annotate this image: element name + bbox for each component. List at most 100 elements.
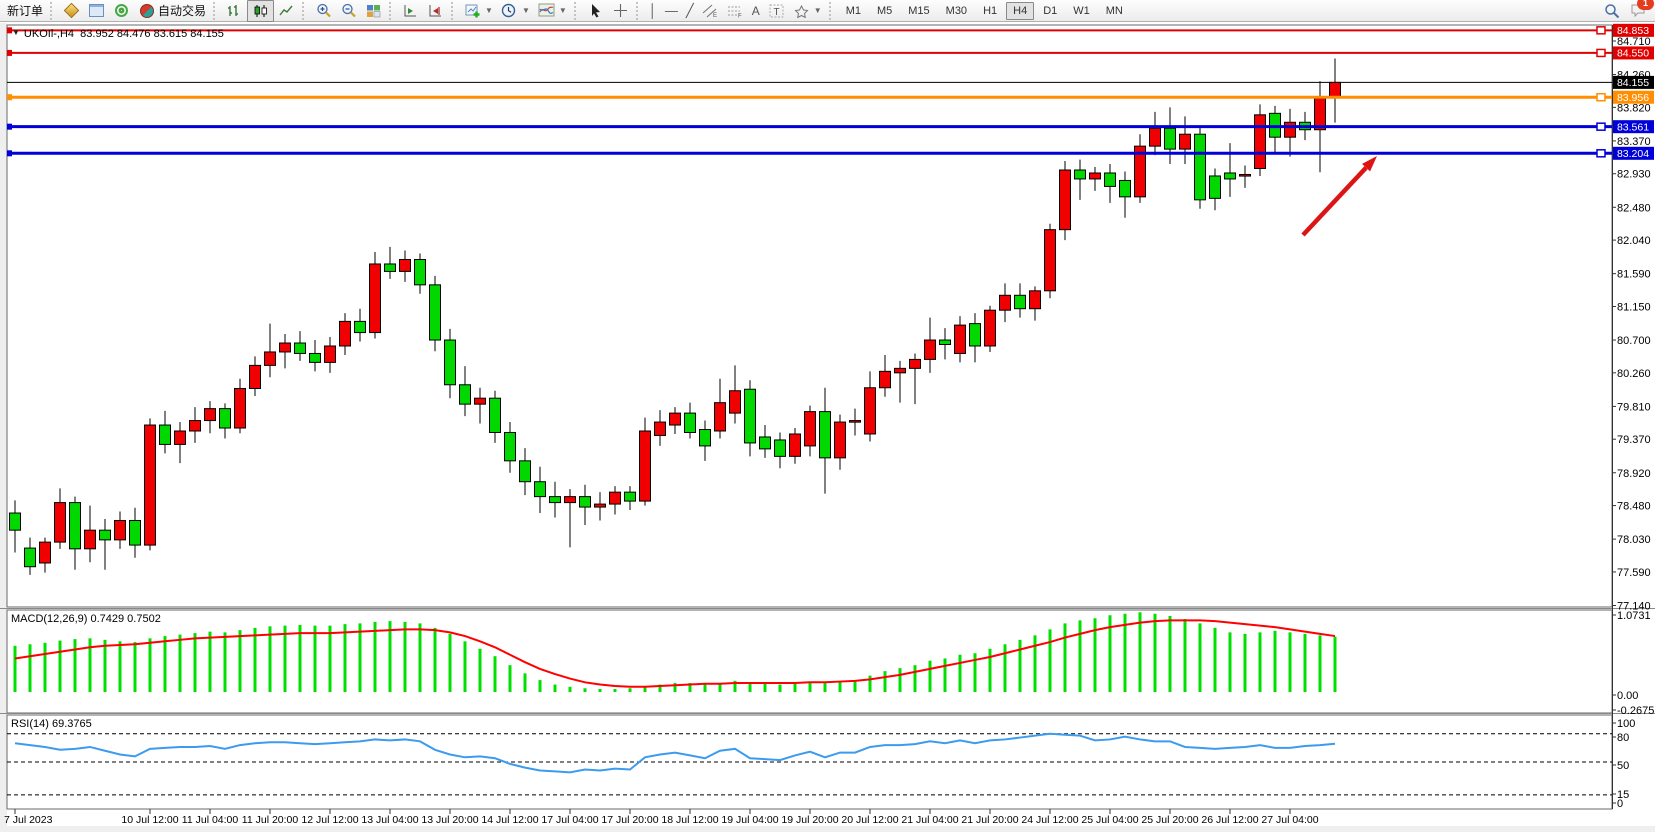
candle-up (594, 503, 606, 508)
time-axis-label: 21 Jul 04:00 (901, 814, 958, 826)
timeframe-mn[interactable]: MN (1105, 4, 1123, 17)
zoom-out-button[interactable] (336, 1, 361, 21)
new-chart-button[interactable]: ▼ (460, 1, 497, 21)
candle-down (519, 460, 531, 483)
timeframe-m15[interactable]: M15 (908, 4, 930, 17)
time-axis-label: 10 Jul 12:00 (121, 814, 178, 826)
timeframe-h1[interactable]: H1 (983, 4, 998, 17)
chart-shift-button[interactable] (423, 1, 448, 21)
candle-down (774, 439, 786, 457)
shapes-tool[interactable]: ▼ (789, 1, 826, 21)
text-tool[interactable]: A (748, 1, 764, 21)
time-axis-label: 7 Jul 2023 (4, 814, 53, 826)
line-handle[interactable] (7, 123, 12, 130)
candle-down (1194, 133, 1206, 201)
autotrading-button[interactable]: 自动交易 (134, 1, 210, 21)
candle-up (399, 258, 411, 272)
timeframe-m30[interactable]: M30 (945, 4, 968, 17)
macd-panel[interactable] (6, 609, 1613, 714)
candle-down (354, 320, 366, 334)
candle-up (1059, 169, 1071, 231)
candle-down (1104, 172, 1116, 187)
candle-down (129, 519, 141, 546)
timeframe-m1[interactable]: M1 (845, 4, 861, 17)
trend-arrow-head[interactable] (1362, 156, 1377, 172)
candle-up (669, 412, 681, 426)
price-tick-label: 79.810 (1617, 401, 1651, 413)
shapes-icon (793, 2, 810, 19)
price-tick-label: 79.370 (1617, 434, 1651, 446)
new-order-button[interactable]: 新订单 (3, 1, 47, 21)
candlestick-chart-button[interactable] (247, 0, 275, 22)
candle-up (54, 502, 66, 543)
chart-canvas[interactable]: 84.71084.26083.82083.37082.93082.48082.0… (0, 23, 1655, 832)
candle-up (1134, 145, 1146, 198)
time-axis-label: 17 Jul 04:00 (541, 814, 598, 826)
price-tick-label: 81.590 (1617, 269, 1651, 281)
tile-windows-button[interactable] (361, 1, 386, 21)
channel-tool[interactable]: E (698, 1, 723, 21)
indicators-icon (538, 2, 555, 19)
candle-up (894, 367, 906, 374)
candle-up (789, 433, 801, 457)
rsi-scale-label: 15 (1617, 789, 1629, 801)
data-window-button[interactable] (84, 1, 109, 21)
chevron-down-icon: ▼ (521, 6, 530, 15)
search-icon[interactable] (1603, 2, 1620, 19)
price-tag (1613, 90, 1654, 104)
candle-up (1314, 97, 1326, 131)
auto-scroll-button[interactable] (398, 1, 423, 21)
main-chart-panel[interactable] (6, 24, 1613, 608)
vertical-line-tool[interactable]: │ (645, 1, 661, 21)
cursor-button[interactable] (583, 1, 608, 21)
market-watch-button[interactable] (59, 1, 84, 21)
line-handle[interactable] (1596, 48, 1606, 58)
price-tick-label: 82.480 (1617, 202, 1651, 214)
crosshair-button[interactable] (608, 1, 633, 21)
price-tick-label: 82.930 (1617, 169, 1651, 181)
line-handle[interactable] (7, 94, 12, 101)
notifications-button[interactable]: 1 (1630, 0, 1654, 19)
line-chart-button[interactable] (274, 1, 299, 21)
trend-arrow[interactable] (1301, 166, 1368, 237)
line-handle[interactable] (1596, 149, 1606, 158)
candle-down (1014, 294, 1026, 310)
toolbar-separator (302, 1, 308, 20)
indicators-button[interactable]: ▼ (534, 1, 571, 21)
price-tick-label: 78.480 (1617, 501, 1651, 513)
line-handle[interactable] (1596, 26, 1606, 35)
zoom-in-button[interactable] (311, 1, 336, 21)
candle-up (1284, 121, 1296, 138)
price-tag-label: 83.561 (1617, 121, 1649, 133)
trendline-tool[interactable]: ╱ (682, 1, 698, 21)
chart-window[interactable]: 84.710 84.260 83.820 83.370 82.930 82.480 82.0… (0, 23, 1655, 832)
timeframe-d1[interactable]: D1 (1043, 4, 1058, 17)
line-handle[interactable] (7, 150, 12, 157)
candle-up (1254, 114, 1266, 170)
line-handle[interactable] (1596, 122, 1606, 131)
timeframe-h4[interactable]: H4 (1006, 1, 1035, 20)
line-handle[interactable] (7, 49, 12, 56)
crosshair-icon (612, 2, 629, 19)
price-tag-label: 83.956 (1617, 92, 1649, 104)
candle-up (714, 402, 726, 432)
line-handle[interactable] (1596, 92, 1606, 102)
tile-windows-icon (365, 2, 382, 19)
navigator-button[interactable] (109, 1, 134, 21)
candle-up (909, 358, 921, 369)
text-label-tool[interactable]: T (764, 1, 789, 21)
candle-up (639, 430, 651, 502)
timeframe-m5[interactable]: M5 (876, 4, 893, 17)
candle-down (69, 502, 81, 550)
market-watch-icon (63, 2, 80, 19)
candle-up (474, 397, 486, 405)
fibonacci-tool[interactable]: F (723, 1, 748, 21)
candle-down (699, 429, 711, 447)
periods-button[interactable]: ▼ (497, 1, 534, 21)
horizontal-line-tool[interactable]: — (661, 1, 682, 21)
timeframe-w1[interactable]: W1 (1073, 4, 1090, 17)
bar-chart-button[interactable] (222, 1, 247, 21)
symbol-dropdown-icon[interactable]: ▼ (12, 28, 20, 37)
rsi-scale-label: 50 (1617, 760, 1629, 772)
line-handle[interactable] (7, 27, 12, 34)
